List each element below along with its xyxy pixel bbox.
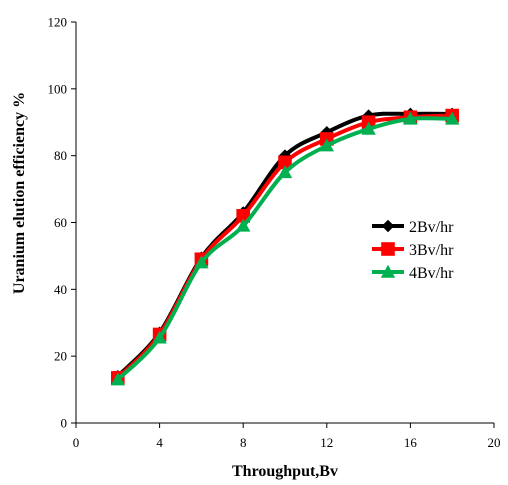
x-axis-title: Throughput,Bv [232,463,338,480]
legend-marker [381,242,395,256]
x-tick-label: 0 [73,435,80,450]
axes: 0 20 40 60 80 100 120 0 4 8 12 16 20 [48,15,501,451]
data-point [403,111,418,125]
legend-item: 2Bv/hr [372,219,454,236]
legend-label: 2Bv/hr [409,219,454,236]
y-tick-label: 80 [54,148,67,163]
y-tick-label: 40 [54,282,67,297]
y-tick-label: 0 [61,416,68,431]
y-tick-label: 120 [48,15,68,30]
data-point [319,138,334,152]
x-tick-label: 8 [240,435,247,450]
y-tick-label: 100 [48,81,68,96]
legend-label: 4Bv/hr [409,265,454,282]
y-tick-label: 20 [54,349,67,364]
x-tick-label: 16 [404,435,418,450]
series-layer [110,107,460,386]
legend-item: 4Bv/hr [372,264,454,282]
legend: 2Bv/hr 3Bv/hr 4Bv/hr [372,219,454,282]
data-point [277,165,293,179]
x-tick-label: 12 [320,435,333,450]
series-4Bv/hr [110,111,460,386]
data-point [110,372,125,386]
data-point [278,155,292,170]
data-point [361,121,376,135]
legend-marker [381,219,395,233]
y-axis-title: Uranium elution efficiency % [11,92,28,294]
legend-label: 3Bv/hr [409,242,454,259]
data-point [152,330,167,344]
data-point [445,111,460,125]
legend-marker [380,264,396,278]
data-point [236,218,251,232]
y-tick-label: 60 [54,215,67,230]
x-tick-label: 20 [488,435,501,450]
legend-item: 3Bv/hr [372,242,454,259]
data-point [194,255,209,269]
x-tick-label: 4 [156,435,163,450]
